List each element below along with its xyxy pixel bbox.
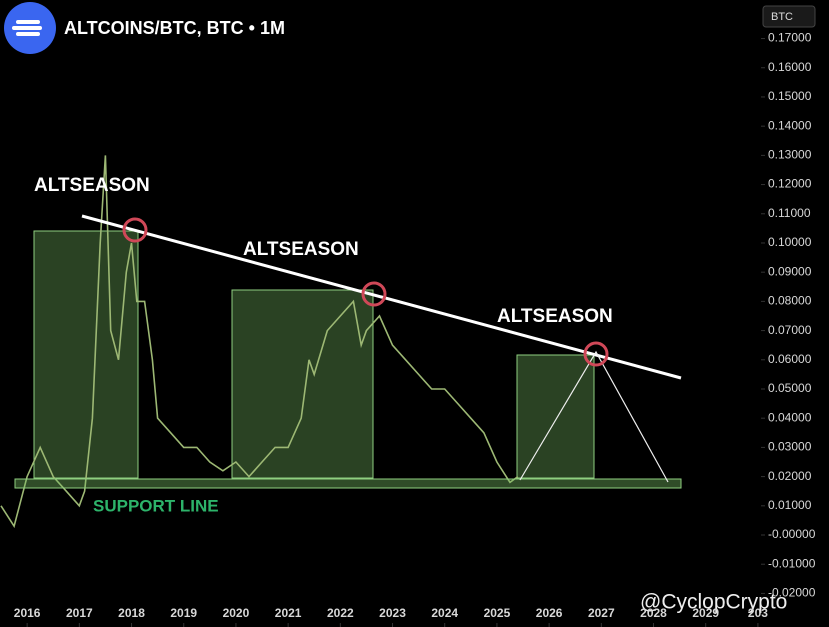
x-tick-label: 2018 (118, 606, 145, 620)
x-tick-label: 2023 (379, 606, 406, 620)
y-tick-label: -0.01000 (768, 556, 816, 570)
annotation: ALTSEASON (34, 175, 150, 196)
y-tick-label: 0.04000 (768, 410, 812, 424)
y-tick-label: -0.00000 (768, 527, 816, 541)
altseason-box (33, 230, 139, 479)
altseason-box (516, 354, 595, 479)
annotation: SUPPORT LINE (93, 496, 219, 515)
support-band (14, 478, 682, 489)
y-tick-label: 0.08000 (768, 294, 812, 308)
y-tick-label: 0.09000 (768, 264, 812, 278)
trendline (81, 214, 682, 380)
y-tick-label: 0.13000 (768, 148, 812, 162)
y-tick-label: 0.05000 (768, 381, 812, 395)
x-tick-label: 2029 (692, 606, 719, 620)
unit-badge-text: BTC (771, 11, 793, 23)
price-line (0, 155, 519, 529)
y-tick-label: 0.16000 (768, 60, 812, 74)
y-tick-label: 0.14000 (768, 118, 812, 132)
x-tick-label: 2017 (66, 606, 93, 620)
altseason-box (231, 289, 374, 479)
x-tick-label: 2027 (588, 606, 615, 620)
x-tick-label: 2026 (536, 606, 563, 620)
x-tick-label: 2021 (275, 606, 302, 620)
x-tick-label: 2016 (14, 606, 41, 620)
y-tick-label: -0.02000 (768, 586, 816, 600)
x-tick-label: 2024 (431, 606, 458, 620)
x-tick-label: 2020 (223, 606, 250, 620)
touch-circle (583, 341, 609, 367)
y-tick-label: 0.06000 (768, 352, 812, 366)
x-tick-label: 2019 (170, 606, 197, 620)
y-tick-label: 0.03000 (768, 440, 812, 454)
x-tick-label: 2025 (484, 606, 511, 620)
y-tick-label: 0.15000 (768, 89, 812, 103)
annotation: ALTSEASON (243, 239, 359, 260)
logo-icon (12, 20, 42, 36)
y-tick-label: 0.12000 (768, 177, 812, 191)
watermark: @CyclopCrypto (640, 591, 787, 614)
projection (519, 350, 669, 483)
y-tick-label: 0.02000 (768, 469, 812, 483)
x-tick-label: 203 (748, 606, 768, 620)
y-tick-label: 0.11000 (768, 206, 811, 220)
x-tick-label: 2022 (327, 606, 354, 620)
chart-title: ALTCOINS/BTC, BTC • 1M (64, 18, 285, 38)
y-tick-label: 0.07000 (768, 323, 812, 337)
y-tick-label: 0.10000 (768, 235, 812, 249)
x-tick-label: 2028 (640, 606, 667, 620)
annotation: ALTSEASON (497, 306, 613, 327)
y-tick-label: 0.17000 (768, 31, 812, 45)
y-tick-label: 0.01000 (768, 498, 812, 512)
touch-circle (361, 281, 387, 307)
unit-badge (762, 5, 816, 28)
touch-circle (122, 217, 148, 243)
